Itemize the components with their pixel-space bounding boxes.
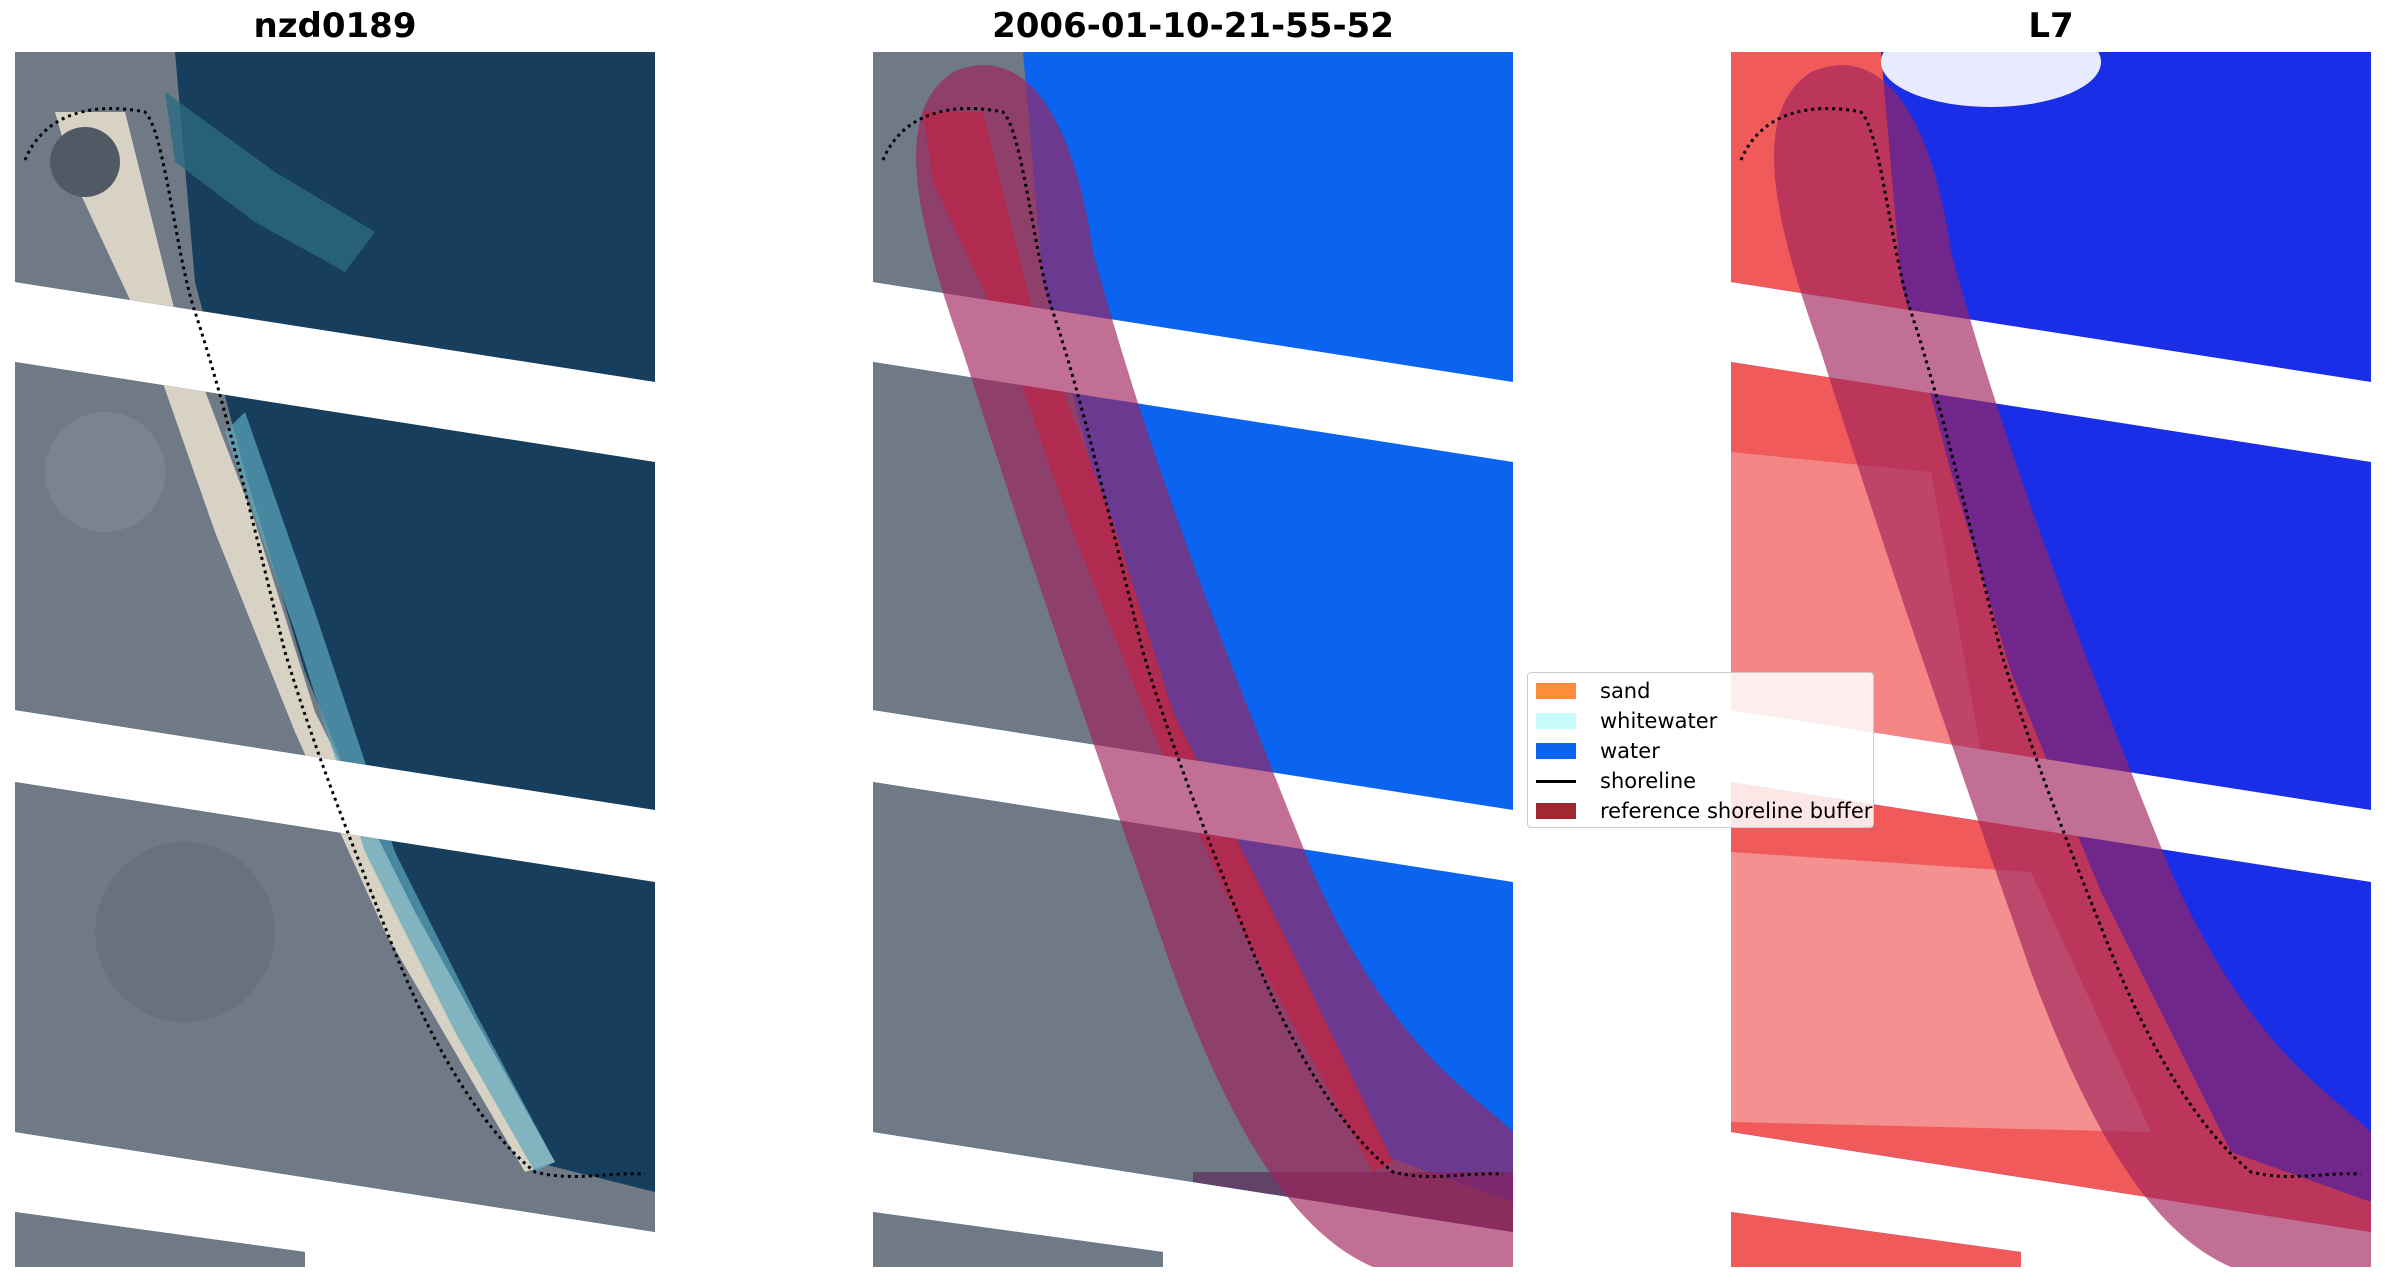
shoreline-line (1739, 106, 2362, 1179)
legend-label: reference shoreline buffer (1600, 799, 1873, 823)
legend-item-shoreline: shoreline (1536, 767, 1696, 795)
shoreline-line (881, 106, 1504, 1179)
panel-title-rgb: nzd0189 (253, 6, 417, 46)
legend-swatch-water (1536, 743, 1576, 759)
reference-buffer (916, 65, 1513, 1267)
legend: sand whitewater water shoreline referenc… (1527, 672, 1874, 828)
classification-panel (873, 52, 1513, 1267)
legend-item-reference-buffer: reference shoreline buffer (1536, 797, 1872, 825)
legend-swatch-reference-buffer (1536, 803, 1576, 819)
legend-item-whitewater: whitewater (1536, 707, 1717, 735)
panel-title-classification: 2006-01-10-21-55-52 (992, 6, 1394, 46)
legend-item-water: water (1536, 737, 1660, 765)
legend-label: shoreline (1600, 769, 1697, 793)
legend-label: water (1600, 739, 1660, 763)
shoreline-line (23, 106, 646, 1179)
panel-title-index: L7 (2028, 6, 2074, 46)
legend-label: sand (1600, 679, 1651, 703)
legend-item-sand: sand (1536, 677, 1650, 705)
legend-label: whitewater (1600, 709, 1718, 733)
reference-buffer (1774, 65, 2371, 1267)
legend-swatch-whitewater (1536, 713, 1576, 729)
index-panel (1731, 52, 2371, 1267)
rgb-image-panel (15, 52, 655, 1267)
legend-line-shoreline (1536, 779, 1576, 783)
legend-swatch-sand (1536, 683, 1576, 699)
